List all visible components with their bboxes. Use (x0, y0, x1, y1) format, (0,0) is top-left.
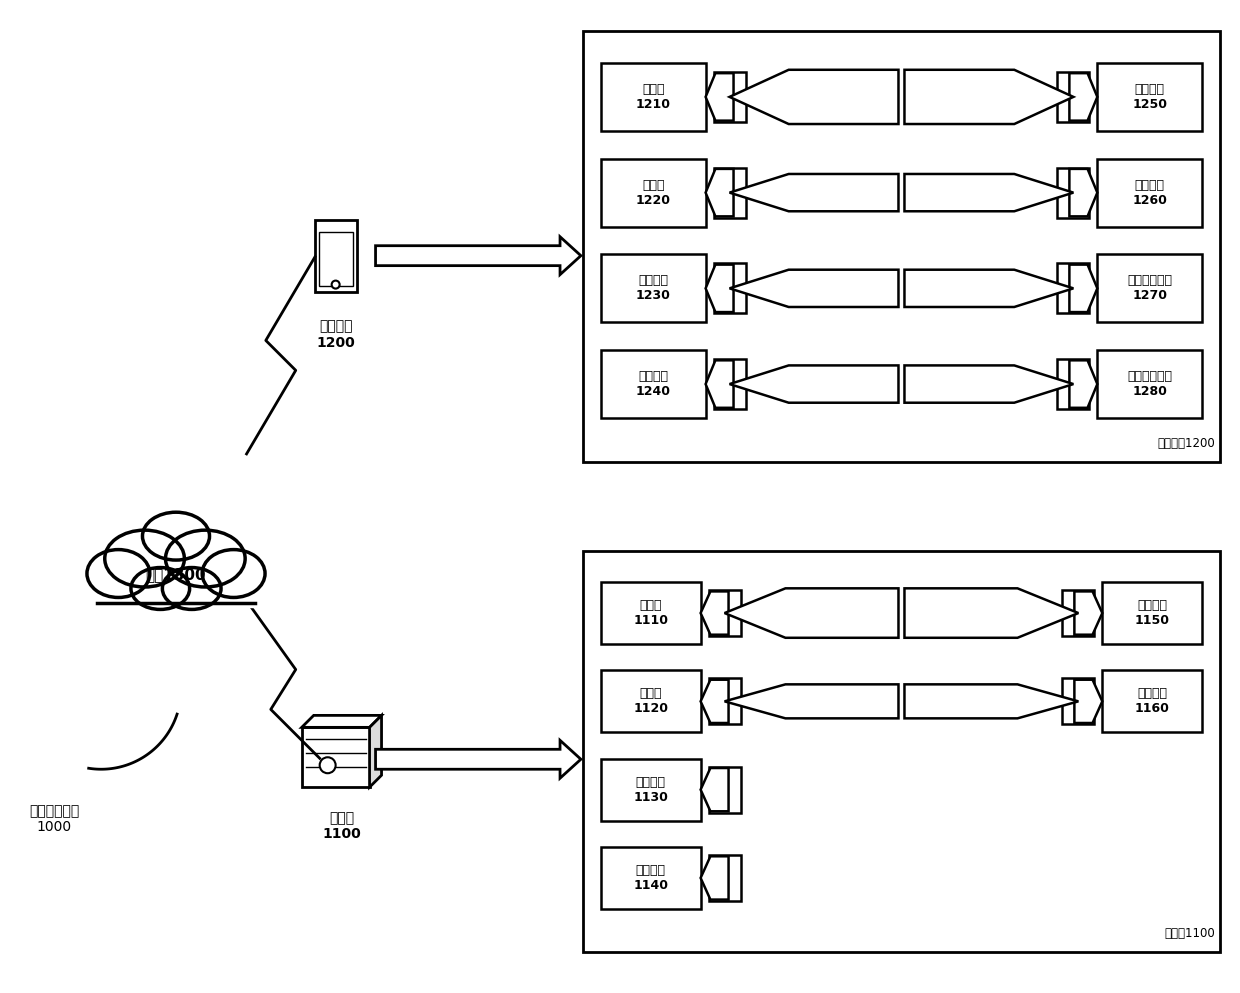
Bar (1102, 670, 1202, 732)
Bar (708, 678, 740, 724)
Text: 显示装置
1250: 显示装置 1250 (1132, 82, 1167, 111)
Bar (601, 159, 706, 226)
Text: 存储器
1120: 存储器 1120 (634, 687, 668, 715)
Text: 接口装置
1130: 接口装置 1130 (634, 776, 668, 803)
Bar (583, 31, 1220, 462)
Circle shape (331, 281, 340, 289)
Bar (601, 582, 701, 644)
Polygon shape (1069, 73, 1097, 120)
Polygon shape (904, 588, 1079, 638)
Bar (87, 570, 265, 607)
Text: 终端设备1200: 终端设备1200 (1157, 437, 1215, 450)
Polygon shape (729, 70, 899, 124)
Bar (1058, 168, 1090, 217)
Bar (708, 590, 740, 636)
Bar (315, 219, 357, 292)
Ellipse shape (87, 549, 150, 598)
Text: 存储器
1220: 存储器 1220 (636, 179, 671, 207)
Ellipse shape (131, 568, 190, 610)
Text: 接口装置
1230: 接口装置 1230 (636, 274, 671, 302)
Text: 通信装置
1240: 通信装置 1240 (636, 370, 671, 398)
Polygon shape (724, 684, 899, 718)
Bar (601, 254, 706, 323)
Text: 输入装置
1160: 输入装置 1160 (1135, 687, 1169, 715)
Polygon shape (729, 270, 899, 307)
Bar (1097, 159, 1202, 226)
Polygon shape (701, 768, 729, 811)
Polygon shape (376, 236, 580, 275)
Polygon shape (1074, 680, 1102, 723)
Bar (708, 767, 740, 812)
Polygon shape (301, 715, 382, 727)
Ellipse shape (162, 568, 221, 610)
Text: 服务器1100: 服务器1100 (1164, 927, 1215, 940)
Polygon shape (706, 264, 734, 312)
Polygon shape (706, 73, 734, 120)
Text: 音频采取装置
1280: 音频采取装置 1280 (1127, 370, 1172, 398)
Ellipse shape (104, 530, 185, 587)
Ellipse shape (202, 549, 265, 598)
Bar (1097, 63, 1202, 131)
Bar (713, 263, 745, 313)
Bar (301, 727, 370, 787)
Bar (601, 63, 706, 131)
Polygon shape (1069, 360, 1097, 408)
Polygon shape (904, 70, 1074, 124)
Bar (319, 231, 352, 286)
Text: 显示装置
1150: 显示装置 1150 (1135, 599, 1169, 627)
Text: 网络1300: 网络1300 (145, 567, 206, 582)
Polygon shape (370, 715, 382, 787)
Bar (1063, 590, 1095, 636)
Polygon shape (701, 680, 729, 723)
Bar (1102, 582, 1202, 644)
Text: 服务器
1100: 服务器 1100 (322, 811, 361, 841)
Polygon shape (701, 856, 729, 900)
Polygon shape (904, 174, 1074, 212)
Ellipse shape (143, 512, 210, 560)
Polygon shape (706, 360, 734, 408)
Bar (713, 72, 745, 122)
Text: 音频输出装置
1270: 音频输出装置 1270 (1127, 274, 1172, 302)
Text: 处理器
1210: 处理器 1210 (636, 82, 671, 111)
Bar (1058, 72, 1090, 122)
Text: 风险确定系统
1000: 风险确定系统 1000 (30, 804, 79, 834)
Text: 处理器
1110: 处理器 1110 (634, 599, 668, 627)
Bar (713, 168, 745, 217)
Text: 输入装置
1260: 输入装置 1260 (1132, 179, 1167, 207)
Bar (713, 359, 745, 409)
Polygon shape (729, 365, 899, 403)
Bar (1058, 359, 1090, 409)
Bar (583, 551, 1220, 952)
Bar (1058, 263, 1090, 313)
Bar (1097, 254, 1202, 323)
Ellipse shape (165, 530, 246, 587)
Bar (601, 759, 701, 820)
Polygon shape (904, 684, 1079, 718)
Polygon shape (701, 592, 729, 635)
Circle shape (320, 758, 336, 774)
Polygon shape (376, 741, 580, 779)
Polygon shape (1074, 592, 1102, 635)
Bar (601, 351, 706, 418)
Bar (708, 855, 740, 901)
Text: 终端设备
1200: 终端设备 1200 (316, 320, 355, 350)
Bar (601, 847, 701, 909)
Polygon shape (1069, 264, 1097, 312)
Polygon shape (904, 365, 1074, 403)
Text: 通信装置
1140: 通信装置 1140 (634, 864, 668, 892)
Polygon shape (706, 169, 734, 216)
Polygon shape (724, 588, 899, 638)
Polygon shape (904, 270, 1074, 307)
Polygon shape (729, 174, 899, 212)
Bar (601, 670, 701, 732)
Bar (1063, 678, 1095, 724)
Bar (1097, 351, 1202, 418)
Polygon shape (1069, 169, 1097, 216)
